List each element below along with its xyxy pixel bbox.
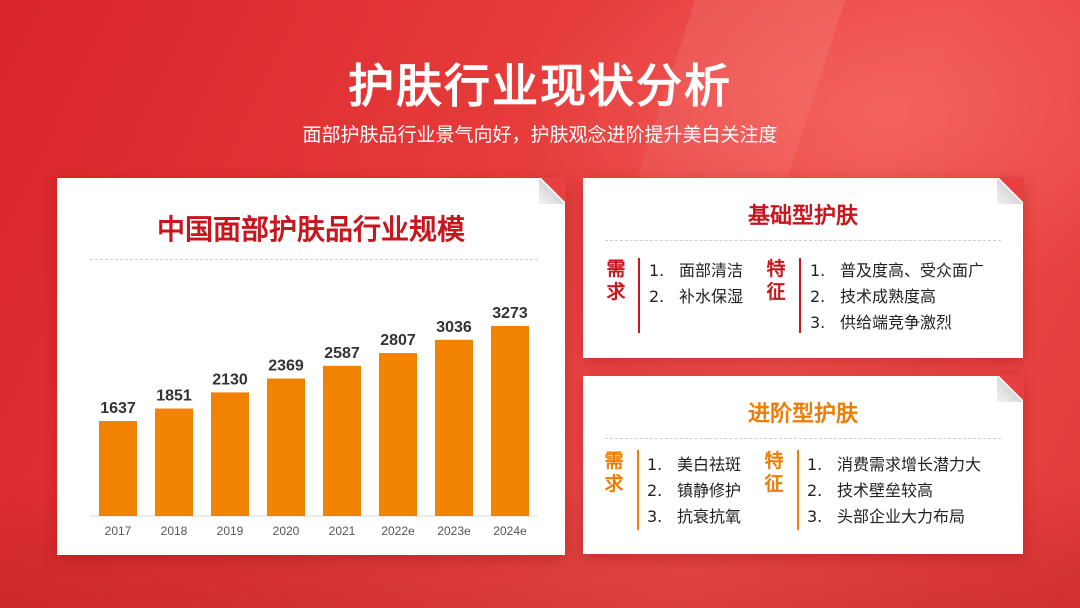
advanced-feature-label-char: 特 bbox=[764, 450, 784, 472]
advanced-skincare-title: 进阶型护肤 bbox=[747, 402, 858, 427]
x-tick-label-2019: 2019 bbox=[217, 524, 244, 538]
basic-feature-label-char: 特 bbox=[766, 258, 786, 280]
bar-2024e bbox=[491, 326, 529, 516]
bar-2020 bbox=[267, 378, 305, 516]
page-curl-corner bbox=[998, 177, 1024, 203]
advanced-feature-label-char: 征 bbox=[764, 473, 784, 495]
data-label-2019: 2130 bbox=[212, 371, 248, 388]
list-item-number: 1. bbox=[649, 261, 665, 280]
list-item: 3. 抗衰抗氧 bbox=[647, 504, 741, 530]
basic-feature-label: 特 征 bbox=[765, 258, 787, 304]
bar-2017 bbox=[99, 421, 137, 516]
list-item-text: 抗衰抗氧 bbox=[677, 507, 742, 526]
list-item-text: 技术壁垒较高 bbox=[837, 481, 934, 500]
list-item: 2. 技术成熟度高 bbox=[810, 284, 984, 310]
basic-title-divider bbox=[605, 240, 1001, 241]
x-tick-label-2023e: 2023e bbox=[437, 524, 471, 538]
x-tick-label-2024e: 2024e bbox=[493, 524, 527, 538]
data-label-2020: 2369 bbox=[268, 358, 304, 375]
bar-2021 bbox=[323, 365, 361, 516]
data-label-2024e: 3273 bbox=[492, 305, 528, 322]
list-item: 1. 消费需求增长潜力大 bbox=[807, 452, 981, 478]
data-label-2017: 1637 bbox=[100, 400, 136, 417]
list-item-text: 镇静修护 bbox=[677, 481, 742, 500]
list-item-text: 普及度高、受众面广 bbox=[840, 261, 985, 280]
advanced-skincare-card: 进阶型护肤 需 求 1. 美白祛斑 2. 镇静修护 3. 抗衰抗氧 特 征 1. 消费需… bbox=[583, 375, 1024, 554]
list-item: 1. 面部清洁 bbox=[649, 258, 743, 284]
list-item: 1. 普及度高、受众面广 bbox=[810, 258, 984, 284]
x-tick-label-2018: 2018 bbox=[161, 524, 188, 538]
page-title: 护肤行业现状分析 bbox=[348, 59, 732, 113]
basic-feature-rule bbox=[799, 258, 801, 333]
list-item-text: 补水保湿 bbox=[679, 287, 744, 306]
basic-feature-list: 1. 普及度高、受众面广 2. 技术成熟度高 3. 供给端竞争激烈 bbox=[810, 258, 984, 336]
advanced-demand-label: 需 求 bbox=[603, 450, 625, 496]
basic-feature-label-char: 征 bbox=[766, 281, 786, 303]
advanced-demand-label-char: 求 bbox=[604, 473, 624, 495]
list-item-number: 1. bbox=[810, 261, 826, 280]
list-item-number: 2. bbox=[807, 481, 823, 500]
page-subtitle: 面部护肤品行业景气向好，护肤观念进阶提升美白关注度 bbox=[302, 124, 778, 146]
list-item-text: 面部清洁 bbox=[679, 261, 744, 280]
x-tick-label-2017: 2017 bbox=[105, 524, 132, 538]
bar-2022e bbox=[379, 353, 417, 516]
list-item-number: 1. bbox=[647, 455, 663, 474]
chart-card: 中国面部护肤品行业规模 1637 2017 1851 2018 2130 2019 2369… bbox=[57, 177, 566, 555]
list-item: 1. 美白祛斑 bbox=[647, 452, 741, 478]
basic-demand-label-char: 需 bbox=[606, 258, 626, 280]
list-item-number: 3. bbox=[807, 507, 823, 526]
data-label-2018: 1851 bbox=[156, 388, 192, 405]
list-item-number: 3. bbox=[810, 313, 826, 332]
list-item-text: 美白祛斑 bbox=[677, 455, 742, 474]
bar-2018 bbox=[155, 408, 193, 516]
list-item: 3. 供给端竞争激烈 bbox=[810, 310, 984, 336]
basic-skincare-title: 基础型护肤 bbox=[747, 204, 858, 229]
chart-title: 中国面部护肤品行业规模 bbox=[156, 213, 465, 246]
list-item: 2. 技术壁垒较高 bbox=[807, 478, 981, 504]
list-item-text: 技术成熟度高 bbox=[840, 287, 937, 306]
page-curl-corner bbox=[540, 177, 566, 203]
advanced-demand-list: 1. 美白祛斑 2. 镇静修护 3. 抗衰抗氧 bbox=[647, 452, 741, 530]
advanced-feature-rule bbox=[797, 450, 799, 530]
x-tick-label-2021: 2021 bbox=[329, 524, 356, 538]
page-curl-corner bbox=[998, 375, 1024, 401]
list-item: 3. 头部企业大力布局 bbox=[807, 504, 981, 530]
bar-2019 bbox=[211, 392, 249, 516]
list-item-number: 1. bbox=[807, 455, 823, 474]
list-item-number: 2. bbox=[649, 287, 665, 306]
data-label-2022e: 2807 bbox=[380, 332, 416, 349]
x-tick-label-2020: 2020 bbox=[273, 524, 300, 538]
bar-2023e bbox=[435, 339, 473, 516]
advanced-demand-rule bbox=[637, 450, 639, 530]
basic-demand-list: 1. 面部清洁 2. 补水保湿 bbox=[649, 258, 743, 310]
list-item: 2. 镇静修护 bbox=[647, 478, 741, 504]
list-item-text: 供给端竞争激烈 bbox=[840, 313, 953, 332]
basic-skincare-card: 基础型护肤 需 求 1. 面部清洁 2. 补水保湿 特 征 1. 普及度高、受众面广 … bbox=[583, 177, 1024, 358]
list-item-number: 2. bbox=[810, 287, 826, 306]
basic-demand-rule bbox=[638, 258, 640, 333]
list-item-text: 头部企业大力布局 bbox=[837, 507, 966, 526]
list-item-number: 2. bbox=[647, 481, 663, 500]
basic-demand-label: 需 求 bbox=[605, 258, 627, 304]
list-item-number: 3. bbox=[647, 507, 663, 526]
advanced-feature-list: 1. 消费需求增长潜力大 2. 技术壁垒较高 3. 头部企业大力布局 bbox=[807, 452, 981, 530]
bar-chart: 1637 2017 1851 2018 2130 2019 2369 2020 2587 2021… bbox=[90, 305, 538, 538]
basic-demand-label-char: 求 bbox=[606, 281, 626, 303]
advanced-demand-label-char: 需 bbox=[604, 450, 624, 472]
data-label-2023e: 3036 bbox=[436, 319, 472, 336]
advanced-title-divider bbox=[605, 438, 1001, 439]
data-label-2021: 2587 bbox=[324, 345, 360, 362]
x-tick-label-2022e: 2022e bbox=[381, 524, 415, 538]
advanced-feature-label: 特 征 bbox=[763, 450, 785, 496]
list-item: 2. 补水保湿 bbox=[649, 284, 743, 310]
list-item-text: 消费需求增长潜力大 bbox=[837, 455, 982, 474]
chart-title-divider bbox=[90, 259, 538, 260]
